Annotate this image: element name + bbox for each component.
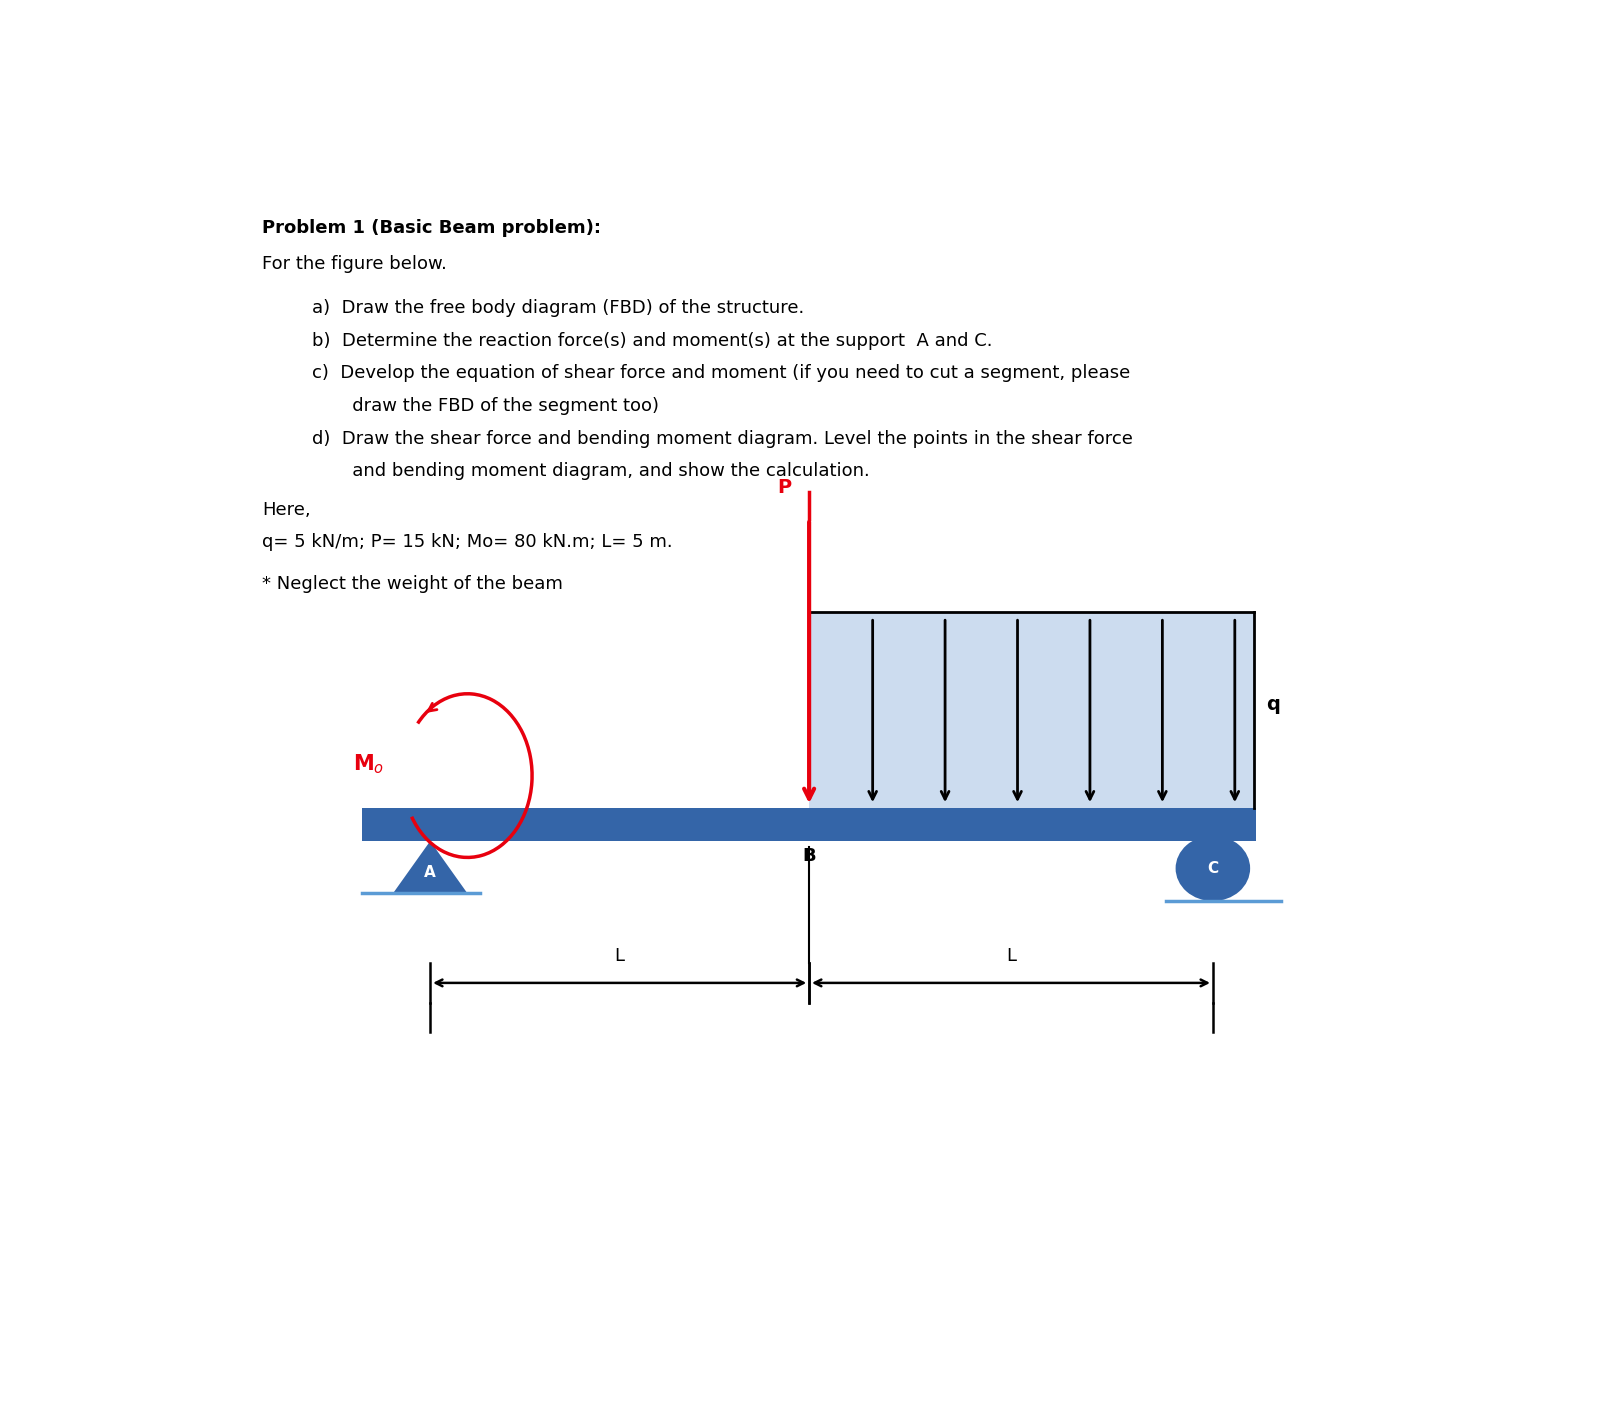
Text: * Neglect the weight of the beam: * Neglect the weight of the beam [263, 575, 563, 592]
Text: A: A [425, 864, 436, 880]
Text: C: C [1207, 862, 1218, 876]
Text: b)  Determine the reaction force(s) and moment(s) at the support  A and C.: b) Determine the reaction force(s) and m… [313, 332, 992, 350]
Text: and bending moment diagram, and show the calculation.: and bending moment diagram, and show the… [313, 462, 870, 480]
Text: P: P [777, 479, 792, 497]
Text: B: B [803, 846, 816, 864]
Bar [362, 808, 1257, 842]
Text: q= 5 kN/m; P= 15 kN; Mo= 80 kN.m; L= 5 m.: q= 5 kN/m; P= 15 kN; Mo= 80 kN.m; L= 5 m… [263, 533, 673, 551]
Text: L: L [614, 948, 625, 965]
Polygon shape [393, 842, 468, 894]
Text: M$_o$: M$_o$ [353, 752, 385, 777]
Text: draw the FBD of the segment too): draw the FBD of the segment too) [313, 397, 659, 415]
Text: Problem 1 (Basic Beam problem):: Problem 1 (Basic Beam problem): [263, 220, 601, 237]
Text: q: q [1266, 696, 1281, 714]
Bar [810, 612, 1254, 808]
Text: a)  Draw the free body diagram (FBD) of the structure.: a) Draw the free body diagram (FBD) of t… [313, 299, 805, 317]
Text: c)  Develop the equation of shear force and moment (if you need to cut a segment: c) Develop the equation of shear force a… [313, 364, 1130, 383]
Text: L: L [1007, 948, 1016, 965]
Circle shape [1175, 836, 1250, 901]
Text: For the figure below.: For the figure below. [263, 255, 447, 273]
Text: d)  Draw the shear force and bending moment diagram. Level the points in the she: d) Draw the shear force and bending mome… [313, 429, 1133, 448]
Text: Here,: Here, [263, 500, 311, 519]
